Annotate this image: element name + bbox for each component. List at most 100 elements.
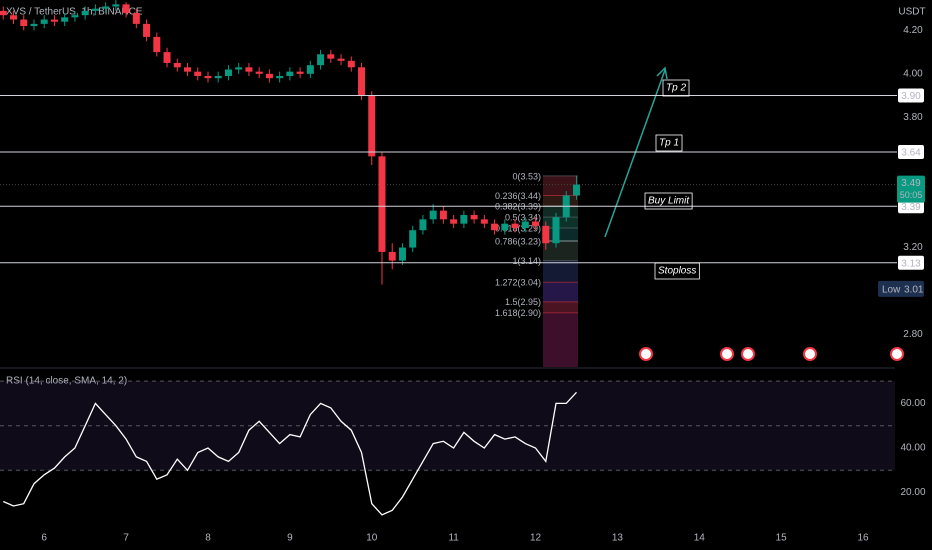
event-icon[interactable] bbox=[741, 347, 755, 361]
candle-body bbox=[532, 221, 540, 226]
candle-body bbox=[153, 36, 161, 53]
level-tag bbox=[898, 145, 924, 160]
fib-label: 1.272(3.04) bbox=[495, 278, 541, 288]
x-tick-label: 16 bbox=[858, 533, 870, 544]
candle-body bbox=[0, 10, 7, 16]
candle-body bbox=[450, 219, 458, 224]
y-tick-label: 40.00 bbox=[900, 443, 925, 454]
candle-body bbox=[143, 23, 151, 37]
candle-body bbox=[102, 6, 110, 9]
candle-body bbox=[429, 210, 437, 220]
candle-body bbox=[542, 225, 550, 244]
annotation: Tp 1 bbox=[659, 138, 679, 149]
candle-body bbox=[40, 19, 48, 24]
x-tick-label: 7 bbox=[123, 533, 129, 544]
candle-body bbox=[460, 214, 468, 224]
annotation: Tp 2 bbox=[666, 83, 686, 94]
candle-body bbox=[81, 10, 89, 16]
annotation-box bbox=[655, 134, 683, 152]
rsi-line bbox=[3, 391, 577, 516]
candle-body bbox=[132, 13, 140, 24]
fib-label: 0.5(3.34) bbox=[505, 213, 541, 223]
candle-body bbox=[388, 251, 396, 261]
event-icon[interactable] bbox=[639, 347, 653, 361]
candle-body bbox=[245, 67, 253, 72]
candle-body bbox=[306, 65, 314, 74]
level-tag-label: 3.64 bbox=[901, 148, 921, 159]
event-icon[interactable] bbox=[720, 347, 734, 361]
fib-zone bbox=[543, 301, 578, 313]
candle-body bbox=[71, 15, 79, 18]
candle-body bbox=[276, 76, 284, 79]
level-tag-label: 3.90 bbox=[901, 91, 921, 102]
x-tick-label: 10 bbox=[366, 533, 378, 544]
candle-body bbox=[337, 58, 345, 61]
unit-label: USDT bbox=[898, 7, 925, 18]
candle-body bbox=[398, 247, 406, 261]
event-icon[interactable] bbox=[803, 347, 817, 361]
y-tick-label: 2.80 bbox=[903, 329, 923, 340]
fib-zone bbox=[543, 282, 578, 302]
fib-label: 1.5(2.95) bbox=[505, 297, 541, 307]
level-tag-label: 3.39 bbox=[901, 202, 921, 213]
candle-body bbox=[30, 23, 38, 27]
x-tick-label: 6 bbox=[41, 533, 47, 544]
fib-zone bbox=[543, 195, 578, 207]
fib-zone bbox=[543, 228, 578, 242]
candle-body bbox=[491, 223, 499, 231]
fib-label: 0.786(3.23) bbox=[495, 236, 541, 246]
level-tag bbox=[898, 88, 924, 103]
annotation: Buy Limit bbox=[648, 196, 690, 207]
candle-body bbox=[419, 219, 427, 231]
candle-body bbox=[296, 71, 304, 74]
fib-zone bbox=[543, 241, 578, 261]
candle-body bbox=[470, 214, 478, 220]
event-icon[interactable] bbox=[890, 347, 904, 361]
candle-body bbox=[439, 210, 447, 220]
candle-body bbox=[358, 67, 366, 96]
candle-body bbox=[521, 221, 529, 229]
fib-label: 0(3.53) bbox=[512, 171, 541, 181]
y-tick-label: 3.20 bbox=[903, 242, 923, 253]
candle-body bbox=[61, 17, 69, 22]
candle-body bbox=[204, 76, 212, 79]
candle-body bbox=[572, 184, 580, 196]
candle-body bbox=[184, 67, 192, 72]
candle-body bbox=[480, 219, 488, 224]
candle-body bbox=[347, 60, 355, 68]
candle-body bbox=[368, 95, 376, 157]
last-price-tag bbox=[897, 175, 925, 203]
annotation-box bbox=[644, 192, 693, 210]
fib-zone bbox=[543, 175, 578, 196]
candle-body bbox=[194, 71, 202, 77]
y-tick-label: 4.00 bbox=[903, 68, 923, 79]
low-tag-name: Low bbox=[882, 284, 901, 295]
candle-body bbox=[10, 15, 18, 20]
y-tick-label: 3.80 bbox=[903, 112, 923, 123]
candle-body bbox=[20, 19, 28, 27]
fib-label: 1.618(2.90) bbox=[495, 308, 541, 318]
x-tick-label: 12 bbox=[530, 533, 542, 544]
candle-body bbox=[122, 4, 130, 14]
y-tick-label: 4.20 bbox=[903, 25, 923, 36]
event-icons bbox=[639, 347, 904, 361]
candle-body bbox=[286, 71, 294, 77]
level-tag bbox=[898, 255, 924, 270]
annotation-box bbox=[662, 79, 690, 97]
y-tick-label: 20.00 bbox=[900, 487, 925, 498]
candle-body bbox=[163, 52, 171, 63]
candle-body bbox=[112, 4, 120, 7]
candle-body bbox=[552, 217, 560, 244]
candle-body bbox=[501, 223, 509, 231]
fib-zone bbox=[543, 312, 578, 367]
candle-body bbox=[409, 230, 417, 248]
candle-body bbox=[511, 223, 519, 229]
annotation-box bbox=[654, 262, 700, 280]
candle-body bbox=[214, 76, 222, 79]
candle-body bbox=[173, 62, 181, 68]
candle-body bbox=[224, 69, 232, 77]
candle-body bbox=[50, 19, 58, 22]
